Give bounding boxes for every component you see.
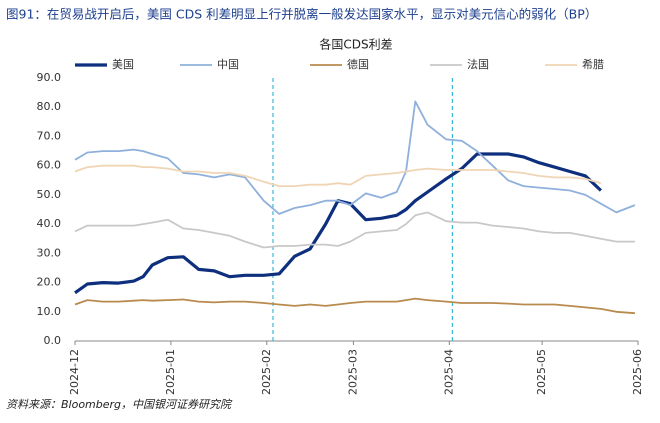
y-tick-label: 40.0 bbox=[37, 217, 62, 230]
y-tick-label: 70.0 bbox=[37, 129, 62, 142]
x-tick-label: 2025-01 bbox=[164, 349, 177, 395]
series-line bbox=[74, 211, 635, 249]
y-tick-label: 30.0 bbox=[37, 246, 62, 259]
figure-title: 图91：在贸易战开启后，美国 CDS 利差明显上行并脱离一般发达国家水平，显示对… bbox=[6, 7, 597, 22]
y-tick-label: 20.0 bbox=[37, 276, 62, 289]
source-note: 资料来源：Bloomberg，中国银河证券研究院 bbox=[6, 398, 233, 411]
y-tick-label: 10.0 bbox=[37, 305, 62, 318]
y-tick-label: 50.0 bbox=[37, 188, 62, 201]
legend-label: 法国 bbox=[467, 57, 489, 71]
chart-title: 各国CDS利差 bbox=[319, 37, 392, 52]
series-line bbox=[74, 164, 602, 187]
x-tick-label: 2025-06 bbox=[631, 349, 644, 395]
series-line bbox=[74, 100, 636, 215]
x-tick-label: 2025-03 bbox=[346, 349, 359, 395]
y-tick-label: 0.0 bbox=[44, 334, 62, 347]
x-tick-label: 2025-05 bbox=[535, 349, 548, 395]
series-line bbox=[74, 297, 635, 315]
y-tick-label: 60.0 bbox=[37, 159, 62, 172]
y-tick-label: 80.0 bbox=[37, 100, 62, 113]
legend-label: 中国 bbox=[217, 58, 239, 71]
legend-label: 希腊 bbox=[582, 57, 604, 71]
legend-label: 德国 bbox=[347, 57, 369, 71]
x-tick-label: 2024-12 bbox=[68, 349, 81, 395]
series-line bbox=[74, 152, 602, 295]
legend-label: 美国 bbox=[112, 58, 134, 71]
y-tick-label: 90.0 bbox=[37, 71, 62, 84]
x-tick-label: 2025-04 bbox=[442, 349, 455, 395]
x-tick-label: 2025-02 bbox=[260, 349, 273, 395]
